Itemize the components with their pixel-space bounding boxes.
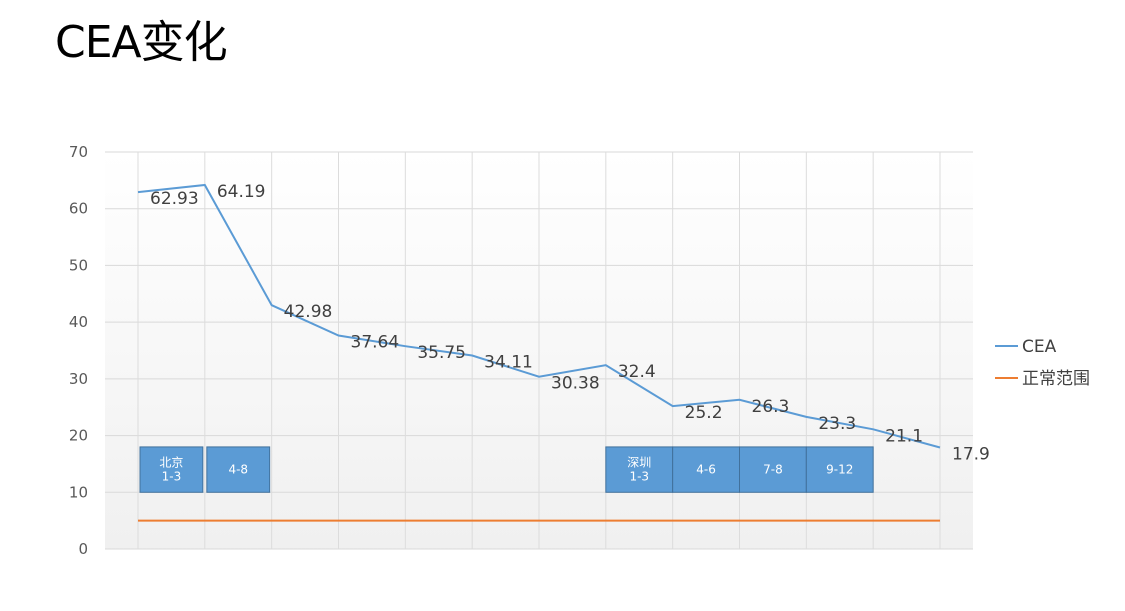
data-label: 34.11 (484, 353, 533, 373)
data-label: 25.2 (685, 403, 723, 423)
data-label: 32.4 (618, 362, 656, 382)
legend-label: 正常范围 (1022, 369, 1090, 389)
data-label: 37.64 (351, 333, 400, 353)
data-label: 62.93 (150, 189, 199, 209)
data-label: 21.1 (885, 426, 923, 446)
data-label: 17.9 (952, 444, 990, 464)
annotation-label: 北京 (159, 456, 183, 470)
annotation-label: 4-6 (696, 463, 716, 477)
y-tick-label: 50 (69, 256, 88, 274)
slide-title: CEA变化 (55, 17, 228, 68)
annotation-label: 7-8 (763, 463, 783, 477)
data-label: 30.38 (551, 374, 600, 394)
annotation-label: 1-3 (629, 470, 649, 484)
annotation-box (739, 446, 807, 493)
y-tick-label: 40 (69, 313, 88, 331)
y-tick-label: 10 (69, 483, 88, 501)
data-label: 26.3 (752, 397, 790, 417)
annotation-box (805, 446, 874, 493)
annotation-box (139, 446, 204, 493)
annotation-label: 4-8 (228, 463, 248, 477)
data-label: 64.19 (217, 182, 266, 202)
annotation-label: 9-12 (826, 463, 853, 477)
annotation-label: 深圳 (627, 456, 651, 470)
data-label: 35.75 (417, 343, 466, 363)
y-tick-label: 20 (69, 427, 88, 445)
annotation-box (672, 446, 741, 493)
series-line-0 (137, 183, 941, 449)
legend-label: CEA (1022, 337, 1057, 357)
data-label: 42.98 (284, 302, 333, 322)
annotation-box (605, 446, 674, 493)
y-tick-label: 70 (69, 143, 88, 161)
annotation-box (206, 446, 271, 493)
data-label: 23.3 (818, 414, 856, 434)
y-tick-label: 60 (69, 200, 88, 218)
y-tick-label: 0 (78, 540, 88, 558)
annotation-label: 1-3 (162, 470, 182, 484)
y-tick-label: 30 (69, 370, 88, 388)
